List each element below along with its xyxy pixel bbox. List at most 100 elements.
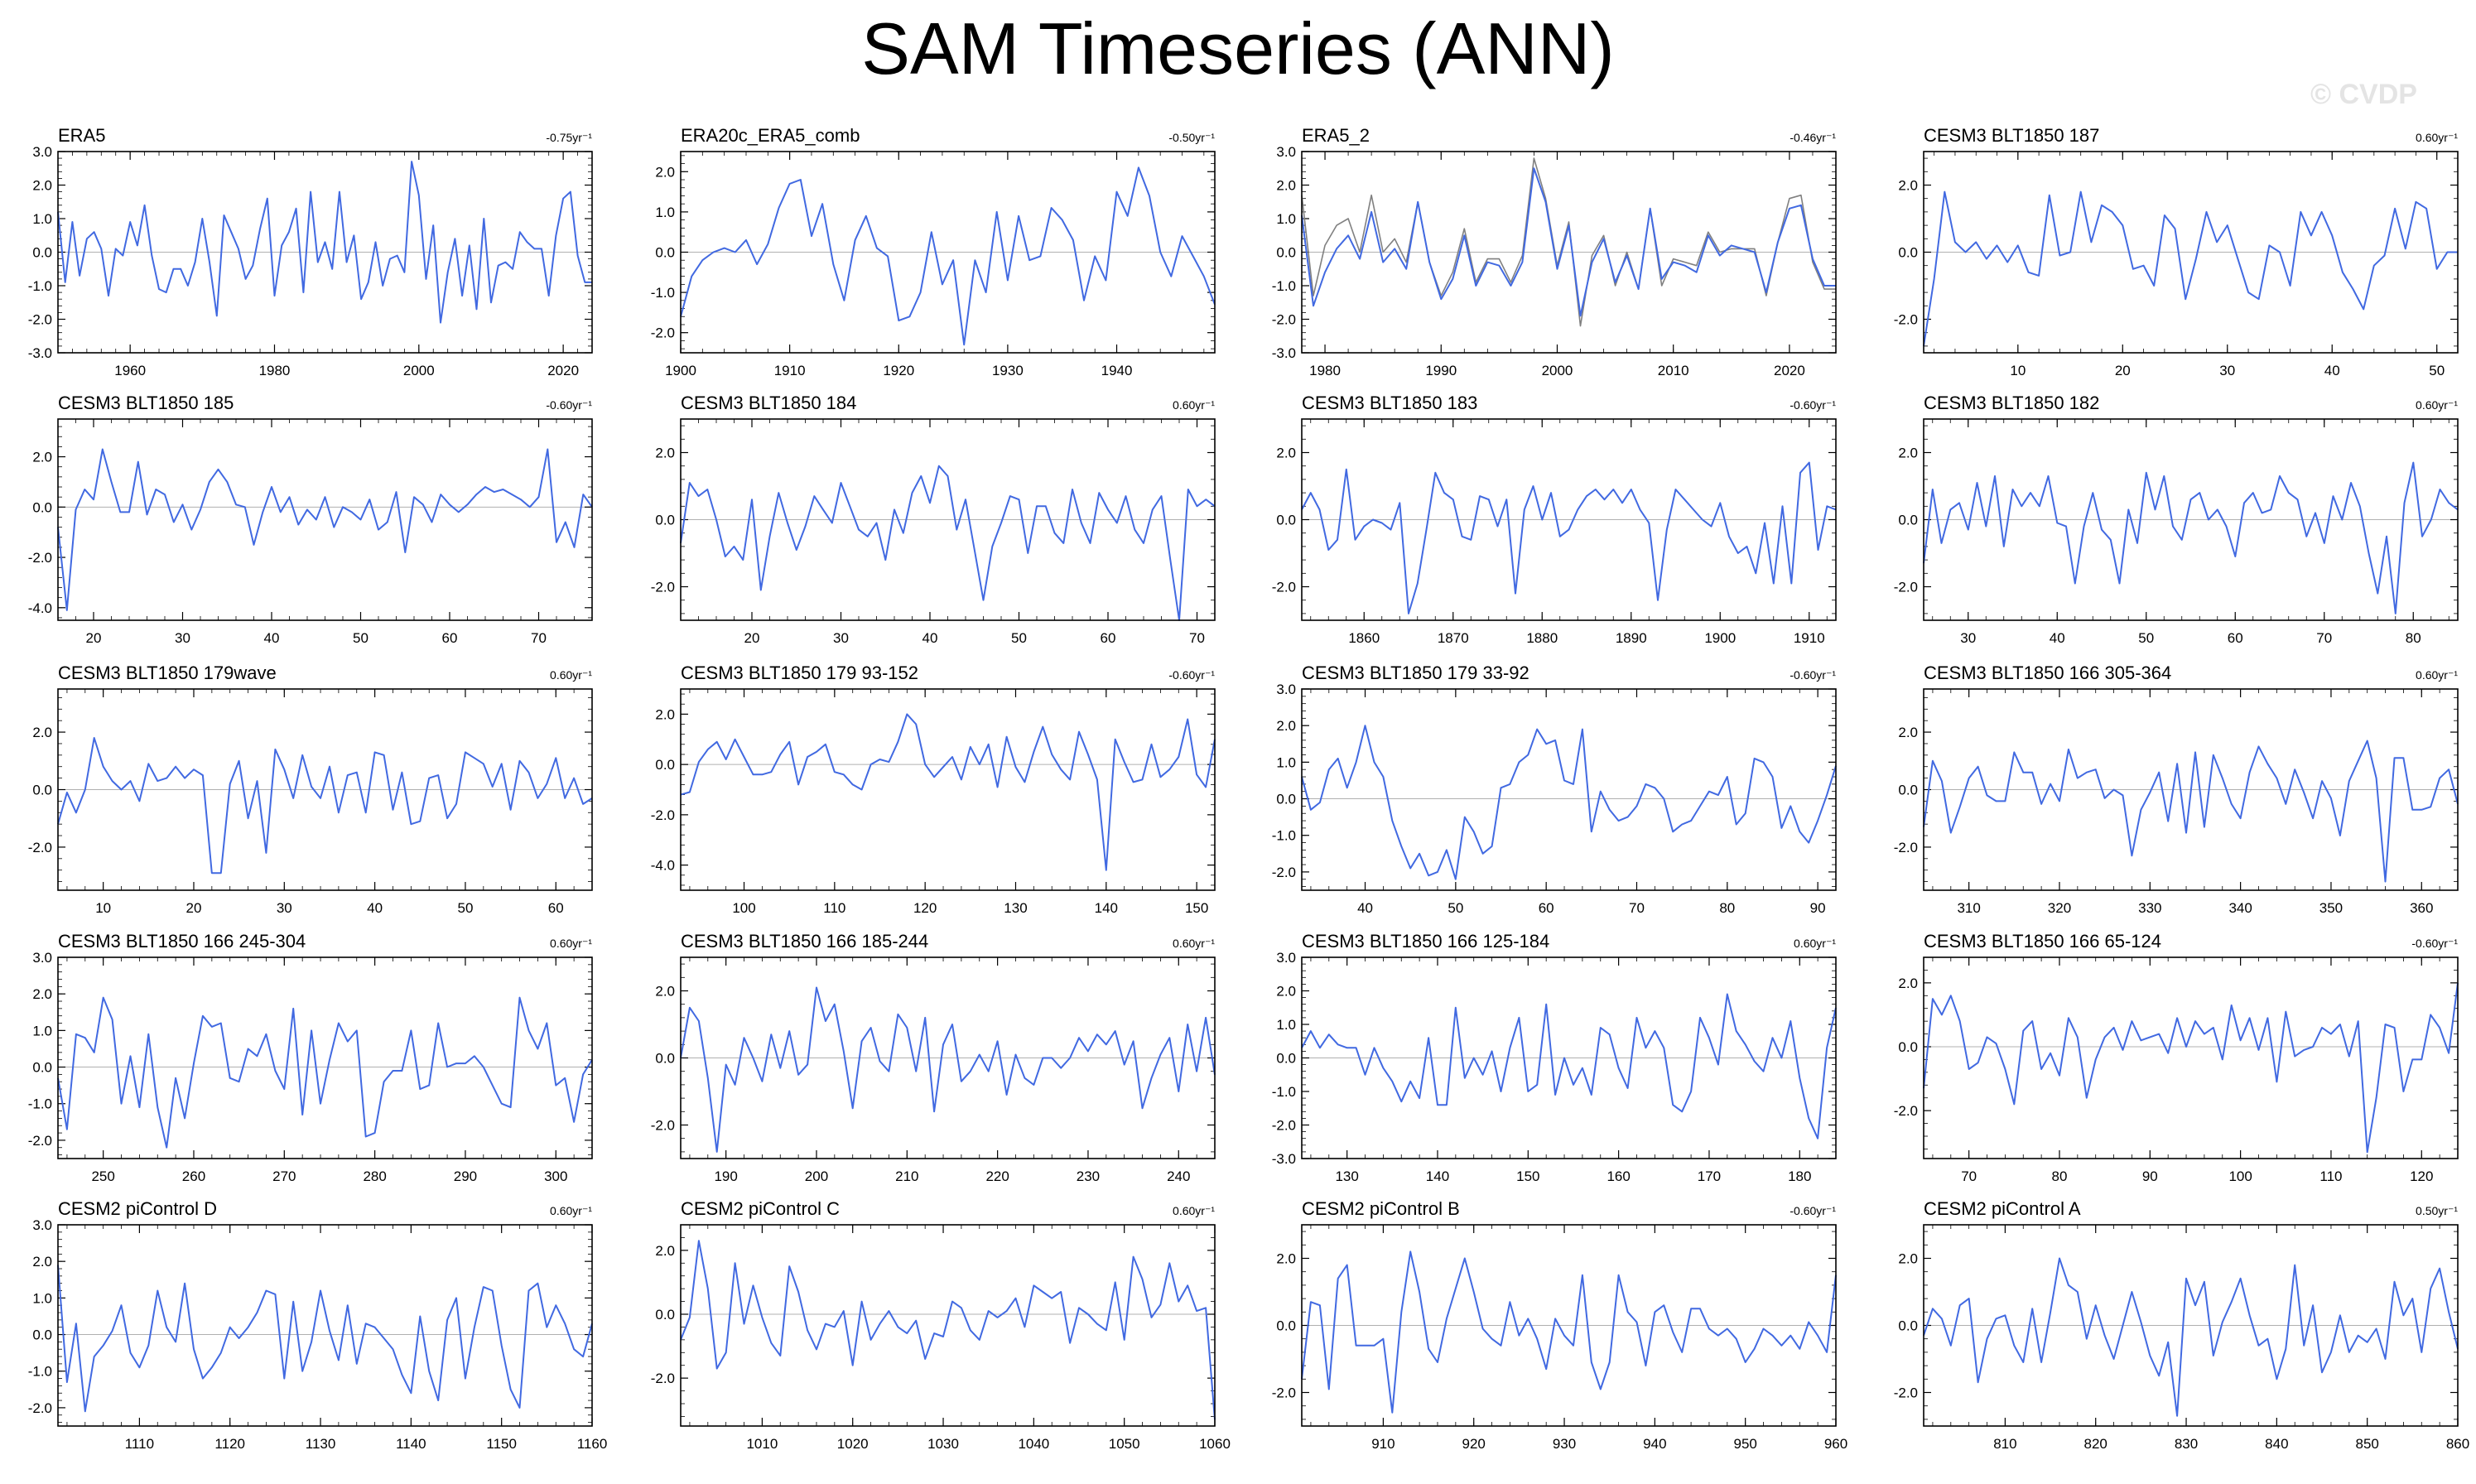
x-tick-label: 820	[2084, 1436, 2107, 1452]
chart-panel: CESM3 BLT1850 182 0.60yr⁻¹ -2.0 0.0 2.0 30 40 5…	[1894, 393, 2459, 646]
x-tick-label: 70	[2316, 630, 2332, 646]
y-tick-label: 1.0	[1276, 1017, 1296, 1033]
y-tick-label: 2.0	[1276, 718, 1296, 734]
x-tick-label: 100	[732, 900, 755, 916]
series-line	[1923, 461, 2459, 614]
x-tick-label: 290	[454, 1168, 477, 1184]
chart-panel: CESM3 BLT1850 166 305-364 0.60yr⁻¹ -2.0 0.0…	[1894, 662, 2459, 916]
trend-label: 0.60yr⁻¹	[2416, 131, 2458, 144]
x-tick-label: 950	[1733, 1436, 1756, 1452]
x-tick-label: 310	[1957, 900, 1980, 916]
x-tick-label: 10	[95, 900, 111, 916]
series-line	[57, 1265, 593, 1413]
y-tick-label: 0.0	[655, 757, 675, 773]
x-tick-label: 210	[895, 1168, 918, 1184]
x-tick-label: 100	[2228, 1168, 2252, 1184]
panel-title: CESM3 BLT1850 166 185-244	[681, 931, 928, 952]
y-tick-label: 0.0	[655, 1051, 675, 1067]
x-tick-label: 920	[1462, 1436, 1486, 1452]
chart-panel: CESM3 BLT1850 183 -0.60yr⁻¹ -2.0 0.0 2.0 1860…	[1272, 393, 1837, 646]
y-tick-label: -2.0	[1272, 865, 1296, 880]
x-tick-label: 1880	[1526, 630, 1558, 646]
series-line	[1923, 1257, 2459, 1417]
y-tick-label: 0.0	[1898, 783, 1918, 798]
x-tick-label: 360	[2410, 900, 2433, 916]
x-tick-label: 140	[1095, 900, 1118, 916]
y-tick-label: 2.0	[32, 986, 52, 1002]
x-tick-label: 10	[2010, 363, 2026, 378]
x-tick-label: 130	[1335, 1168, 1358, 1184]
x-tick-label: 30	[175, 630, 190, 646]
chart-panel: ERA20c_ERA5_comb -0.50yr⁻¹ -2.0 -1.0 0.0 1.0 2…	[651, 125, 1216, 378]
y-tick-label: 0.0	[655, 513, 675, 528]
y-tick-label: 0.0	[1276, 513, 1296, 528]
y-tick-label: -2.0	[28, 312, 52, 328]
y-tick-label: 2.0	[1276, 984, 1296, 1000]
x-tick-label: 1960	[114, 363, 146, 378]
x-tick-label: 2020	[1774, 363, 1805, 378]
x-tick-label: 40	[1357, 900, 1373, 916]
y-tick-label: -1.0	[651, 285, 675, 301]
y-tick-label: 0.0	[1276, 245, 1296, 261]
x-tick-label: 1150	[486, 1436, 517, 1452]
panel-title: CESM3 BLT1850 184	[681, 393, 856, 413]
y-tick-label: -2.0	[28, 550, 52, 566]
panel-title: ERA20c_ERA5_comb	[681, 125, 860, 146]
y-tick-label: -1.0	[1272, 1084, 1296, 1100]
plot-frame	[57, 688, 593, 891]
panel-title: CESM3 BLT1850 166 125-184	[1302, 931, 1549, 952]
panel-title: CESM3 BLT1850 179 33-92	[1302, 662, 1529, 683]
y-tick-label: 0.0	[32, 1060, 52, 1076]
chart-panel: CESM3 BLT1850 184 0.60yr⁻¹ -2.0 0.0 2.0 20 30 4…	[651, 393, 1216, 646]
y-tick-label: 3.0	[32, 950, 52, 966]
y-tick-label: 1.0	[1276, 754, 1296, 770]
x-tick-label: 60	[548, 900, 564, 916]
series-line	[1301, 1250, 1837, 1414]
trend-label: -0.60yr⁻¹	[546, 398, 592, 412]
x-tick-label: 1020	[837, 1436, 869, 1452]
y-tick-label: -4.0	[651, 858, 675, 874]
x-tick-label: 170	[1698, 1168, 1721, 1184]
trend-label: -0.60yr⁻¹	[1168, 668, 1215, 682]
y-tick-label: -3.0	[1272, 1151, 1296, 1167]
y-tick-label: -1.0	[1272, 278, 1296, 294]
figure-title: SAM Timeseries (ANN)	[861, 7, 1615, 89]
x-tick-label: 90	[2142, 1168, 2158, 1184]
y-tick-label: -4.0	[28, 600, 52, 616]
plot-frame	[1923, 151, 2459, 354]
x-tick-label: 1140	[396, 1436, 426, 1452]
x-tick-label: 1910	[1794, 630, 1825, 646]
x-tick-label: 840	[2265, 1436, 2288, 1452]
y-tick-label: 3.0	[1276, 144, 1296, 160]
y-tick-label: -2.0	[651, 580, 675, 595]
x-tick-label: 1130	[306, 1436, 336, 1452]
trend-label: -0.50yr⁻¹	[1168, 131, 1215, 144]
chart-panel: CESM3 BLT1850 187 0.60yr⁻¹ -2.0 0.0 2.0 10 20 3…	[1894, 125, 2459, 378]
y-tick-label: 2.0	[1276, 1251, 1296, 1267]
x-tick-label: 910	[1371, 1436, 1395, 1452]
x-tick-label: 200	[805, 1168, 828, 1184]
y-tick-label: 0.0	[32, 499, 52, 515]
x-tick-label: 220	[985, 1168, 1009, 1184]
y-tick-label: 2.0	[655, 164, 675, 180]
y-tick-label: 2.0	[1898, 725, 1918, 740]
y-tick-label: 0.0	[32, 245, 52, 261]
trend-label: -0.60yr⁻¹	[1790, 398, 1836, 412]
y-tick-label: 0.0	[1276, 1318, 1296, 1334]
chart-panel: ERA5_2 -0.46yr⁻¹ -3.0 -2.0 -1.0 0.0 1.0 2.0 3.0 1…	[1272, 125, 1837, 378]
panel-title: CESM3 BLT1850 185	[58, 393, 234, 413]
panel-title: CESM3 BLT1850 182	[1924, 393, 2099, 413]
x-tick-label: 30	[277, 900, 292, 916]
y-tick-label: -1.0	[28, 1364, 52, 1380]
trend-label: -0.60yr⁻¹	[1790, 1204, 1836, 1217]
chart-panel: ERA5 -0.75yr⁻¹ -3.0 -2.0 -1.0 0.0 1.0 2.0 3.0 196…	[28, 125, 593, 378]
trend-label: 0.60yr⁻¹	[550, 668, 592, 682]
chart-panel: CESM3 BLT1850 179wave 0.60yr⁻¹ -2.0 0.0 2.0 1…	[28, 662, 593, 916]
y-tick-label: 2.0	[655, 1243, 675, 1259]
y-tick-label: 2.0	[32, 725, 52, 740]
plot-frame	[1301, 956, 1837, 1159]
y-tick-label: -2.0	[1894, 312, 1918, 328]
x-tick-label: 280	[363, 1168, 386, 1184]
y-tick-label: 0.0	[1898, 513, 1918, 528]
y-tick-label: 2.0	[655, 446, 675, 461]
